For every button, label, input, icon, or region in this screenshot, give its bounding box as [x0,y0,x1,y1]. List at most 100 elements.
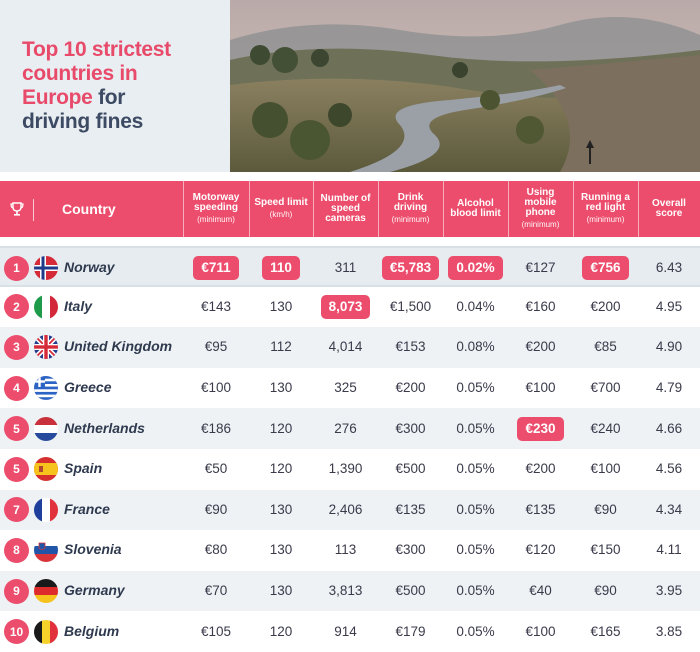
table-row: 5 Netherlands €186 120 276 €300 0.05% €230 €240 4… [0,408,700,449]
table-cell: 130 [269,298,293,314]
column-header-unit: (km/h) [269,210,293,219]
greece-flag-icon [34,376,58,401]
table-cell: 2,406 [328,501,363,517]
column-header: Running a red light (minimum) [573,181,638,237]
title-line-4: driving fines [22,110,143,133]
table-row: 5 Spain €50 120 1,390 €500 0.05% €200 €100 4.56 [0,449,700,490]
table-cell: €200 [395,380,426,396]
belgium-flag-icon [34,619,58,644]
table-cell: €100 [525,623,556,639]
table-cell: €711 [183,256,249,281]
column-header-label: Using mobile phone [524,187,557,218]
rank-badge: 5 [4,456,29,482]
table-cell: 3,813 [328,583,363,599]
table-cell: €85 [594,339,617,355]
table-cell: €1,500 [389,298,432,314]
table-cell: 0.05% [456,420,495,436]
table-cell: €127 [525,260,556,276]
table-row: 7 France €90 130 2,406 €135 0.05% €135 €90 4.34 [0,489,700,531]
column-header-label: Drink driving [393,192,428,213]
table-cell: €80 [204,542,228,558]
table-header: Country Motorway speeding (minimum) Speed l… [0,181,700,237]
table-cell: €230 [508,416,573,441]
table-cell: €700 [590,380,621,396]
table-cell: €90 [594,501,617,517]
title-line-1: Top 10 strictest [22,38,171,61]
table-cell: 4.66 [655,420,683,436]
header-divider [573,181,574,237]
rank-badge: 4 [4,375,29,401]
highlighted-value: 8,073 [320,294,371,319]
table-row: 3 United Kingdom €95 112 4,014 €153 0.08% €200 €… [0,327,700,368]
rank-badge: 3 [4,334,29,360]
table-cell: 0.05% [456,501,495,517]
spain-flag-icon [34,457,58,482]
table-cell: €143 [200,298,232,314]
column-header-label: Alcohol blood limit [450,198,501,219]
table-cell: 311 [334,260,357,276]
column-header: Overall score [638,181,700,237]
table-cell: €186 [200,420,232,436]
table-cell: 0.02% [443,256,508,281]
table-row: 1 Norway €711 110 311 €5,783 0.02% €127 €756 6.43 [0,246,700,287]
title-line-3-dark: for [92,86,126,109]
column-header-label: Motorway speeding [192,192,240,213]
table-cell: €179 [395,623,426,639]
table-cell: 325 [334,380,357,396]
table-cell: €756 [573,256,638,281]
highlighted-value: 110 [262,256,300,281]
country-name: Italy [64,297,93,314]
column-header: Drink driving (minimum) [378,181,443,237]
fines-table: Country Motorway speeding (minimum) Speed l… [0,181,700,652]
header-divider [508,181,509,237]
table-cell: 1,390 [328,461,363,477]
title-line-2: countries in [22,62,138,85]
country-name: Slovenia [64,541,122,558]
table-cell: €100 [590,461,621,477]
table-row: 10 Belgium €105 120 914 €179 0.05% €100 €165 3.85 [0,611,700,652]
table-cell: €40 [529,583,552,599]
rank-badge: 10 [4,619,29,645]
table-cell: 3.95 [655,583,683,599]
table-cell: €300 [395,542,426,558]
table-cell: €300 [395,420,426,436]
table-cell: 130 [269,501,293,517]
table-cell: 4.56 [655,461,683,477]
column-header-unit: (minimum) [197,215,235,224]
table-cell: €90 [204,501,228,517]
highlighted-value: €711 [193,256,239,281]
table-cell: 4.11 [656,542,682,558]
table-cell: 276 [334,420,357,436]
column-header-unit: (minimum) [391,215,430,224]
country-name: Germany [64,582,125,599]
country-name: Spain [64,460,103,477]
table-cell: 112 [270,339,292,355]
table-cell: €160 [525,298,556,314]
title-line-3-pink: Europe [22,86,93,109]
highlighted-value: €230 [517,416,564,441]
uk-flag-icon [34,335,58,360]
rank-badge: 8 [4,537,29,563]
table-cell: 0.05% [456,623,495,639]
column-header-label: Number of speed cameras [320,193,371,224]
country-name: Netherlands [64,419,145,436]
column-header: Speed limit (km/h) [249,181,313,237]
column-header-label: Speed limit [254,197,308,208]
table-cell: €135 [395,501,426,517]
country-name: Greece [64,379,112,396]
table-cell: €95 [204,339,228,355]
table-cell: €5,783 [378,256,443,281]
page-title: Top 10 strictest countries in Europe for… [22,38,171,134]
germany-flag-icon [34,579,58,604]
table-cell: 4.79 [655,380,683,396]
table-cell: 130 [269,542,293,558]
table-row: 4 Greece €100 130 325 €200 0.05% €100 €700 4.79 [0,367,700,409]
table-cell: 120 [269,623,293,639]
table-cell: 8,073 [313,294,378,319]
header-divider [313,181,314,237]
norway-flag-icon [34,256,58,281]
table-cell: €153 [395,339,426,355]
title-panel: Top 10 strictest countries in Europe for… [0,0,230,172]
header-divider [249,181,250,237]
table-cell: 4.90 [655,339,683,355]
